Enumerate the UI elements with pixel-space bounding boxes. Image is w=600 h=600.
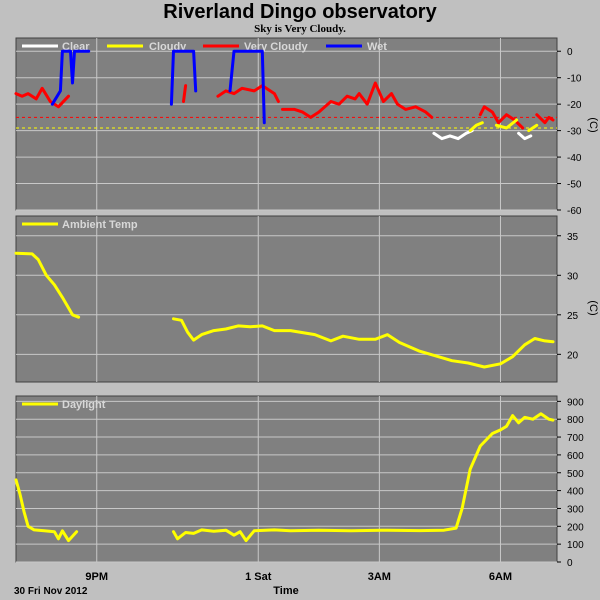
- y-axis-unit: (C): [587, 300, 599, 315]
- x-tick-label: 6AM: [489, 571, 512, 583]
- series-line: [169, 49, 198, 106]
- y-tick-label: 20: [567, 350, 579, 361]
- series-line: [172, 412, 555, 543]
- time-axis-label: Time: [273, 585, 298, 597]
- y-tick-label: -60: [567, 206, 582, 217]
- y-tick-label: 0: [567, 558, 573, 569]
- y-tick-label: 300: [567, 504, 584, 515]
- series-line: [172, 317, 555, 369]
- series-line: [517, 131, 533, 141]
- y-tick-label: 0: [567, 47, 573, 58]
- series-line: [281, 81, 434, 119]
- y-tick-label: 200: [567, 522, 584, 533]
- series-line: [494, 118, 519, 130]
- y-tick-label: 600: [567, 451, 584, 462]
- y-tick-label: 400: [567, 487, 584, 498]
- x-tick-label: 3AM: [368, 571, 391, 583]
- y-tick-label: 700: [567, 433, 584, 444]
- legend-label: Ambient Temp: [62, 219, 138, 231]
- sky-temperature-panel: 0-10-20-30-40-50-60(C)Clear Cloudy Very Cl…: [14, 37, 599, 217]
- series-line: [468, 121, 484, 133]
- y-tick-label: 900: [567, 397, 584, 408]
- daylight-panel: 900 800 700 600 500 400 300 200 100 0 Daylight: [14, 395, 584, 569]
- y-tick-label: -40: [567, 153, 582, 164]
- y-tick-label: 500: [567, 469, 584, 480]
- series-line: [535, 113, 555, 125]
- y-tick-label: 100: [567, 540, 584, 551]
- y-tick-label: 30: [567, 271, 579, 282]
- legend-label: Daylight: [62, 399, 106, 411]
- legend-label: Wet: [367, 41, 387, 53]
- y-tick-label: 25: [567, 311, 579, 322]
- chart-title: Riverland Dingo observatory: [163, 1, 437, 23]
- series-line: [228, 49, 266, 125]
- series-line: [216, 84, 280, 103]
- series-line: [527, 123, 539, 133]
- plot-area: [15, 37, 558, 211]
- series-line: [14, 86, 70, 109]
- y-tick-label: -20: [567, 100, 582, 111]
- y-tick-label: -50: [567, 180, 582, 191]
- series-line: [14, 478, 79, 543]
- chart-subtitle: Sky is Very Cloudy.: [254, 23, 346, 35]
- series-line: [182, 84, 188, 103]
- series-line: [432, 129, 474, 141]
- y-tick-label: 800: [567, 415, 584, 426]
- y-tick-label: 35: [567, 232, 579, 243]
- time-axis-ticks: 9PM 1 Sat 3AM 6AM: [85, 571, 512, 583]
- date-label: 30 Fri Nov 2012: [14, 586, 88, 597]
- series-line: [14, 251, 81, 319]
- x-tick-label: 1 Sat: [245, 571, 272, 583]
- y-tick-label: -10: [567, 74, 582, 85]
- y-axis-unit: (C): [587, 117, 599, 132]
- y-tick-label: -30: [567, 127, 582, 138]
- ambient-temperature-panel: 35 30 25 20 (C) Ambient Temp: [14, 215, 599, 383]
- series-line: [50, 49, 91, 106]
- x-tick-label: 9PM: [85, 571, 108, 583]
